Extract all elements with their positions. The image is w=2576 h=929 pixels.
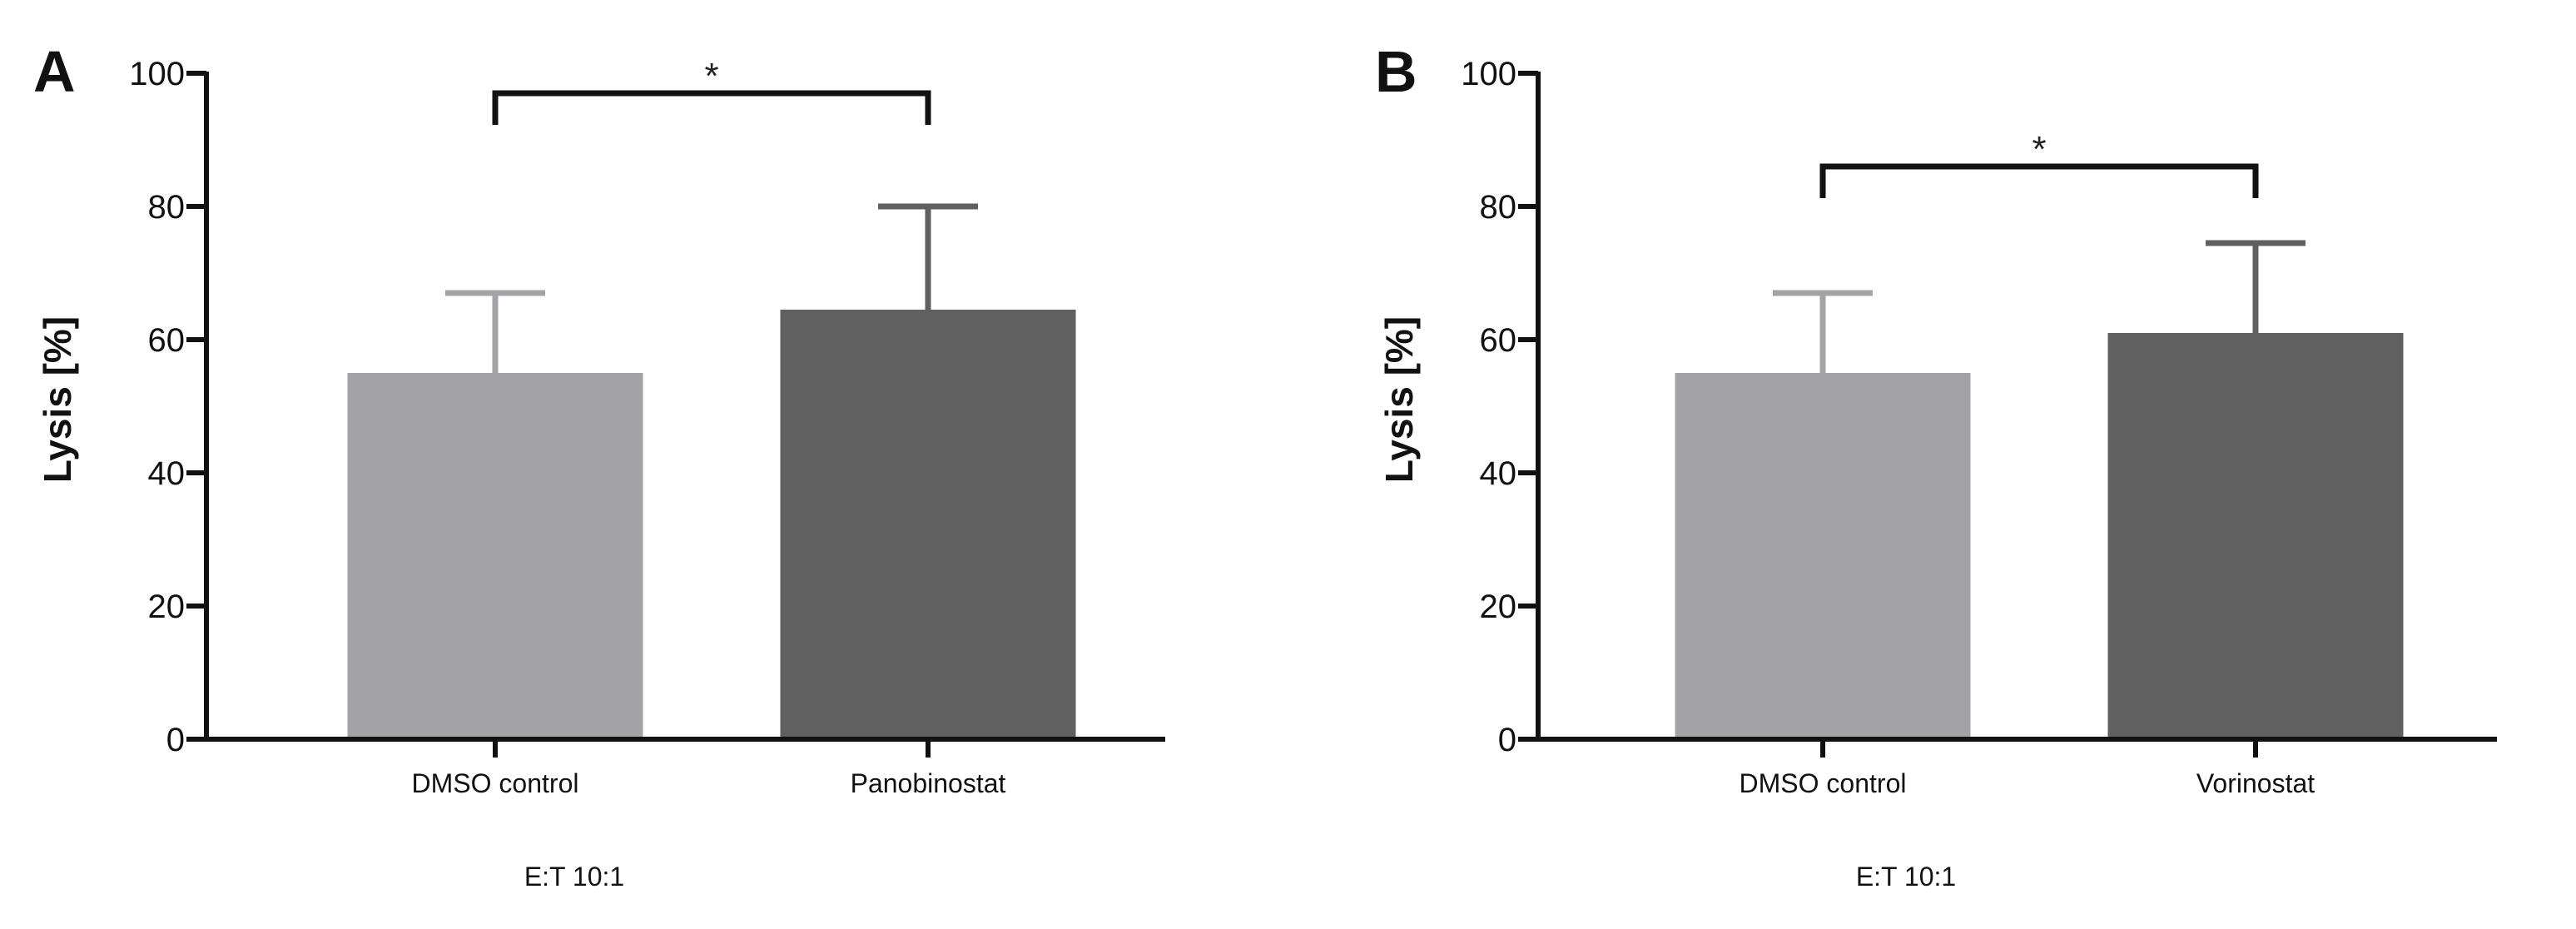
- y-tick-label: 20: [148, 589, 186, 625]
- y-tick-label: 0: [166, 722, 185, 758]
- x-axis-label: E:T 10:1: [1856, 862, 1956, 892]
- y-axis-label: Lysis [%]: [1377, 316, 1421, 483]
- significance-bracket: [492, 90, 931, 125]
- y-tick-label: 80: [148, 189, 186, 226]
- y-tick-label: 100: [1461, 56, 1516, 92]
- panel-letter: A: [33, 39, 76, 104]
- y-tick-label: 100: [129, 56, 185, 92]
- y-tick-label: 40: [1480, 455, 1517, 492]
- x-axis-label: E:T 10:1: [524, 862, 624, 892]
- bar-dmso-control: [1675, 373, 1971, 739]
- y-tick-label: 60: [148, 322, 186, 359]
- x-tick-label: DMSO control: [412, 768, 579, 798]
- y-tick-label: 60: [1480, 322, 1517, 359]
- y-tick-label: 20: [1480, 589, 1517, 625]
- bar-dmso-control: [347, 373, 643, 739]
- significance-label: *: [704, 56, 718, 97]
- x-tick-label: Vorinostat: [2196, 768, 2315, 798]
- y-tick-label: 80: [1480, 189, 1517, 226]
- x-tick-label: Panobinostat: [851, 768, 1006, 798]
- x-tick-label: DMSO control: [1740, 768, 1907, 798]
- significance-bracket: [1819, 163, 2259, 198]
- y-tick-label: 0: [1498, 722, 1516, 758]
- significance-label: *: [2032, 129, 2046, 170]
- chart-panel-b: B Lysis [%] E:T 10:1 0 20 40 60 80 100 DMSO co…: [1375, 39, 2497, 892]
- chart-panel-a: A Lysis [%] E:T 10:1 0 20 40 60 80 100 DMSO co…: [33, 39, 1165, 892]
- bar-panobinostat: [780, 310, 1076, 739]
- y-tick-label: 40: [148, 455, 186, 492]
- panel-letter: B: [1375, 39, 1417, 104]
- bar-vorinostat: [2107, 333, 2404, 739]
- y-axis-label: Lysis [%]: [36, 316, 79, 483]
